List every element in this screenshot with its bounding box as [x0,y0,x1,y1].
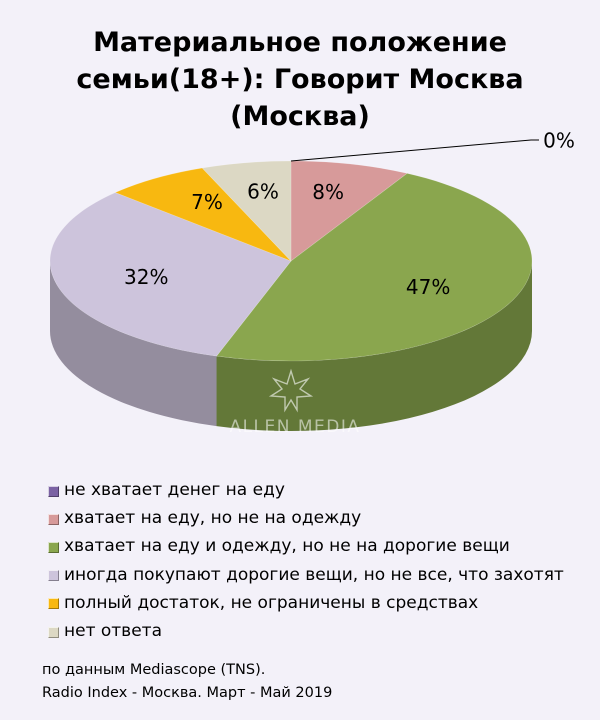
pie-slice [215,173,533,362]
pie-slices [49,160,533,362]
pie-data-label: 0% [543,129,575,153]
pie-chart: ALLEN MEDIA 0% 8% 47% 32% 7% 6% [49,128,575,437]
pie-data-label: 32% [124,265,168,289]
chart-title-line: (Москва) [230,101,370,132]
legend-label: не хватает денег на еду [64,480,285,501]
legend-item: хватает на еду и одежду, но не на дороги… [48,532,564,560]
pie-slice-side [216,261,532,431]
watermark-star-icon [268,368,314,413]
legend-item: полный достаток, не ограничены в средств… [48,589,564,617]
legend-label: иногда покупают дорогие вещи, но не все,… [64,564,564,585]
source-line: по данным Mediascope (TNS). [42,662,266,678]
legend-swatch [48,626,59,638]
legend-swatch [48,485,59,497]
legend-label: хватает на еду и одежду, но не на дороги… [64,536,510,557]
pie-data-label: 6% [247,179,279,203]
legend-swatch [48,541,59,553]
pie-data-label: 47% [406,275,450,299]
legend: не хватает денег на еду хватает на еду, … [48,476,564,645]
legend-label: хватает на еду, но не на одежду [64,508,362,529]
pie-slice [201,160,292,262]
pie-data-label: 7% [191,190,223,214]
legend-item: хватает на еду, но не на одежду [48,504,564,532]
pie-data-label: 8% [312,180,344,204]
pie-sides [50,261,532,431]
pie-slice [49,192,292,357]
watermark-text: ALLEN MEDIA [229,417,360,437]
legend-label: полный достаток, не ограничены в средств… [64,592,479,613]
chart-title-line: Материальное положение [93,27,507,58]
pie-labels: 0% 8% 47% 32% 7% 6% [124,129,575,300]
label-leader-line [290,139,539,162]
source-note: по данным Mediascope (TNS). Radio Index … [42,659,332,705]
chart-title-line: семьи(18+): Говорит Москва [76,64,524,95]
legend-swatch [48,598,59,610]
source-line: Radio Index - Москва. Март - Май 2019 [42,685,333,701]
watermark: ALLEN MEDIA [229,368,360,437]
pie-slice [114,167,292,262]
legend-item: иногда покупают дорогие вещи, но не все,… [48,561,564,589]
legend-item: не хватает денег на еду [48,476,564,504]
pie-slice-side [50,261,217,427]
legend-item: нет ответа [48,617,564,645]
legend-swatch [48,513,59,525]
legend-swatch [48,570,59,582]
chart-title: Материальное положение семьи(18+): Говор… [0,24,600,135]
legend-label: нет ответа [64,621,162,642]
